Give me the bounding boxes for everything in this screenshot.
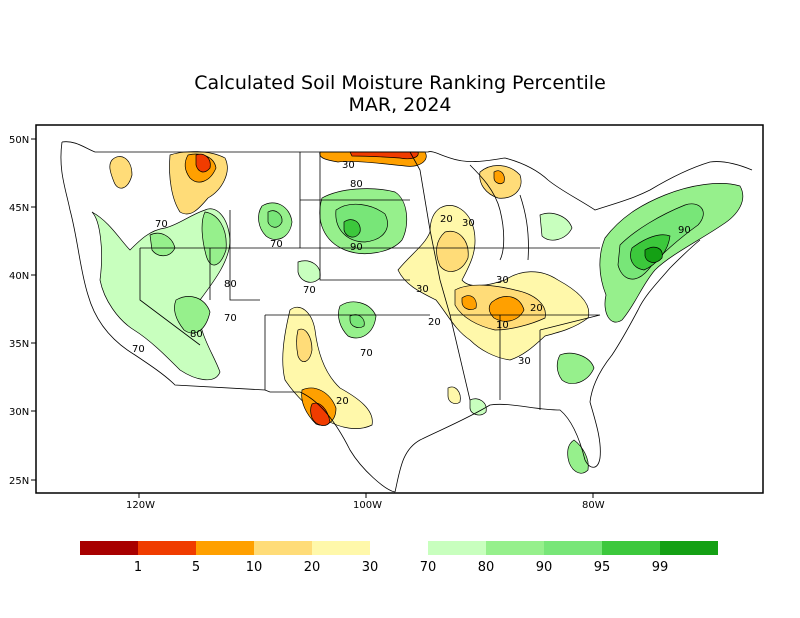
legend-label: 95 bbox=[594, 560, 611, 575]
contour-label: 30 bbox=[416, 284, 429, 295]
y-tick-label: 40N bbox=[9, 271, 29, 282]
contour-label: 70 bbox=[224, 313, 237, 324]
map-title: Calculated Soil Moisture Ranking Percent… bbox=[194, 72, 606, 94]
y-axis bbox=[31, 138, 36, 481]
contour-label: 10 bbox=[496, 320, 509, 331]
contour-label: 70 bbox=[303, 285, 316, 296]
dry-regions bbox=[109, 151, 590, 429]
map-subtitle: MAR, 2024 bbox=[348, 94, 452, 116]
legend-swatch-wet bbox=[428, 541, 486, 555]
contour-label: 30 bbox=[342, 160, 355, 171]
contour-label: 90 bbox=[678, 225, 691, 236]
contour-label: 20 bbox=[336, 396, 349, 407]
legend-label: 90 bbox=[536, 560, 553, 575]
contour-label: 30 bbox=[518, 356, 531, 367]
legend-label: 5 bbox=[192, 560, 200, 575]
contour-label: 80 bbox=[190, 329, 203, 340]
legend: 1 5 10 20 30 70 80 90 95 99 bbox=[80, 541, 718, 575]
contour-label: 70 bbox=[270, 239, 283, 250]
y-tick-label: 25N bbox=[9, 476, 29, 487]
legend-label: 10 bbox=[246, 560, 263, 575]
contour-label: 70 bbox=[360, 348, 373, 359]
legend-label: 1 bbox=[134, 560, 142, 575]
x-tick-label: 120W bbox=[126, 500, 155, 511]
legend-swatch-dry bbox=[312, 541, 370, 555]
boundaries bbox=[60, 141, 753, 493]
contour-label: 70 bbox=[132, 344, 145, 355]
legend-label: 99 bbox=[652, 560, 669, 575]
contour-label: 30 bbox=[496, 275, 509, 286]
legend-swatch-dry bbox=[80, 541, 138, 555]
contour-label: 20 bbox=[440, 214, 453, 225]
legend-label: 70 bbox=[420, 560, 437, 575]
contour-label: 20 bbox=[428, 317, 441, 328]
legend-swatch-wet bbox=[660, 541, 718, 555]
wet-regions bbox=[91, 183, 744, 474]
legend-swatch-wet bbox=[544, 541, 602, 555]
legend-swatch-dry bbox=[138, 541, 196, 555]
contour-label: 90 bbox=[350, 242, 363, 253]
legend-label: 30 bbox=[362, 560, 379, 575]
legend-swatch-dry bbox=[196, 541, 254, 555]
contour-labels: 30 80 20 30 70 90 70 80 70 80 70 70 30 3… bbox=[132, 160, 691, 407]
contour-label: 80 bbox=[224, 279, 237, 290]
legend-label: 80 bbox=[478, 560, 495, 575]
y-tick-label: 50N bbox=[9, 135, 29, 146]
x-tick-label: 80W bbox=[582, 500, 605, 511]
contour-label: 20 bbox=[530, 303, 543, 314]
contour-label: 30 bbox=[462, 218, 475, 229]
x-tick-label: 100W bbox=[353, 500, 382, 511]
legend-swatch-wet bbox=[602, 541, 660, 555]
x-axis bbox=[138, 493, 594, 498]
contour-label: 70 bbox=[155, 219, 168, 230]
legend-swatch-wet bbox=[486, 541, 544, 555]
legend-swatch-dry bbox=[254, 541, 312, 555]
y-tick-label: 30N bbox=[9, 407, 29, 418]
legend-label: 20 bbox=[304, 560, 321, 575]
y-tick-label: 45N bbox=[9, 203, 29, 214]
contour-label: 80 bbox=[350, 179, 363, 190]
y-tick-label: 35N bbox=[9, 339, 29, 350]
